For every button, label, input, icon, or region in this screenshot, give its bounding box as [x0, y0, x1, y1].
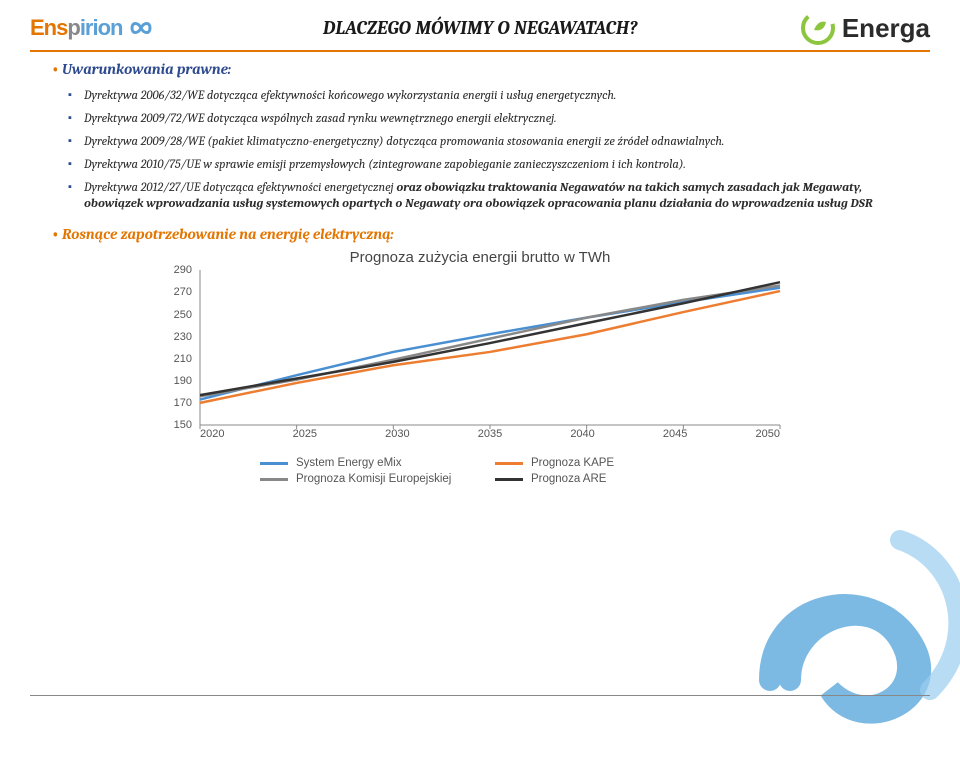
x-tick-label: 2025 — [293, 428, 317, 440]
legend-label: Prognoza KAPE — [531, 457, 614, 469]
y-tick-label: 150 — [174, 419, 192, 431]
legend-swatch — [260, 462, 288, 465]
legend-item: Prognoza KAPE — [495, 457, 700, 469]
y-tick-label: 230 — [174, 331, 192, 343]
header-divider — [30, 50, 930, 52]
series-line — [200, 291, 780, 403]
legend-item: Prognoza Komisji Europejskiej — [260, 473, 465, 485]
footer-divider — [30, 695, 930, 696]
chart-container: Prognoza zużycia energii brutto w TWh 15… — [160, 249, 800, 485]
forecast-chart: 150170190210230250270290 202020252030203… — [160, 270, 800, 445]
section-demand-heading: Rosnące zapotrzebowanie na energię elekt… — [52, 225, 920, 243]
y-tick-label: 290 — [174, 264, 192, 276]
bullet-item: Dyrektywa 2009/72/WE dotycząca wspólnych… — [72, 111, 920, 128]
leaf-icon — [800, 10, 836, 46]
bullet-item: Dyrektywa 2006/32/WE dotycząca efektywno… — [72, 88, 920, 105]
legend-label: System Energy eMix — [296, 457, 401, 469]
x-tick-label: 2020 — [200, 428, 224, 440]
y-tick-label: 170 — [174, 397, 192, 409]
y-tick-label: 270 — [174, 286, 192, 298]
y-tick-label: 250 — [174, 309, 192, 321]
chart-y-axis: 150170190210230250270290 — [160, 270, 196, 425]
legend-label: Prognoza Komisji Europejskiej — [296, 473, 451, 485]
chart-title: Prognoza zużycia energii brutto w TWh — [160, 249, 800, 266]
y-tick-label: 210 — [174, 353, 192, 365]
legend-swatch — [260, 478, 288, 481]
legend-label: Prognoza ARE — [531, 473, 606, 485]
x-tick-label: 2030 — [385, 428, 409, 440]
chart-legend: System Energy eMix Prognoza KAPE Prognoza … — [260, 457, 700, 485]
header: Enspirion DLACZEGO MÓWIMY O NEGAWATACH? … — [0, 0, 960, 50]
legal-bullets: Dyrektywa 2006/32/WE dotycząca efektywno… — [40, 88, 920, 213]
section-legal-heading: Uwarunkowania prawne: — [52, 60, 920, 78]
chart-svg — [200, 270, 780, 425]
logo-enspirion: Enspirion — [30, 13, 160, 43]
infinity-icon — [126, 13, 160, 43]
x-tick-label: 2040 — [570, 428, 594, 440]
chart-x-axis: 2020 2025 2030 2035 2040 2045 2050 — [200, 428, 780, 440]
legend-item: Prognoza ARE — [495, 473, 700, 485]
x-tick-label: 2050 — [755, 428, 779, 440]
bullet-item: Dyrektywa 2009/28/WE (pakiet klimatyczno… — [72, 134, 920, 151]
legend-swatch — [495, 462, 523, 465]
page-title: DLACZEGO MÓWIMY O NEGAWATACH? — [160, 17, 799, 39]
x-tick-label: 2045 — [663, 428, 687, 440]
content: Uwarunkowania prawne: Dyrektywa 2006/32/… — [0, 60, 960, 485]
y-tick-label: 190 — [174, 375, 192, 387]
background-swirl-icon — [720, 480, 960, 780]
x-tick-label: 2035 — [478, 428, 502, 440]
logo-energa: Energa — [800, 10, 930, 46]
chart-plot — [200, 270, 780, 425]
legend-item: System Energy eMix — [260, 457, 465, 469]
legend-swatch — [495, 478, 523, 481]
bullet-item: Dyrektywa 2012/27/UE dotycząca efektywno… — [72, 180, 920, 214]
bullet-item: Dyrektywa 2010/75/UE w sprawie emisji pr… — [72, 157, 920, 174]
